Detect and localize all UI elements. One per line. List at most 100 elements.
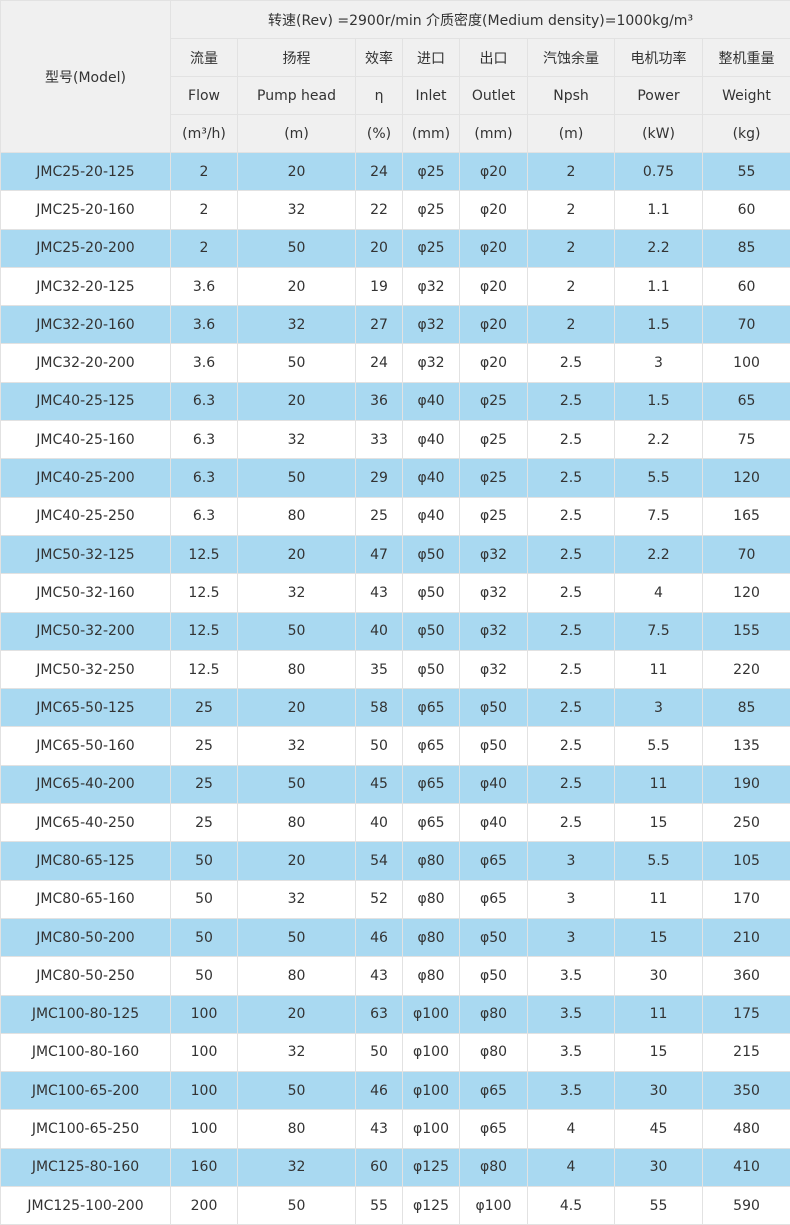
efficiency-cell: 43: [355, 1109, 403, 1149]
weight-cell: 215: [701, 1032, 790, 1073]
power-cell: 1.5: [614, 381, 703, 422]
table-row: JMC40-25-125 6.3 20 36 φ40 φ25 2.5 1.5 65: [0, 381, 790, 422]
model-cell: JMC80-65-125: [0, 841, 171, 881]
weight-cell: 220: [701, 649, 790, 690]
outlet-cell: φ40: [459, 803, 528, 843]
outlet-cell: φ32: [459, 649, 528, 690]
npsh-cell: 4.5: [527, 1186, 615, 1225]
weight-cell: 100: [701, 343, 790, 383]
inlet-cell: φ50: [402, 573, 460, 613]
npsh-cell: 2.5: [527, 688, 615, 728]
head-cell: 80: [237, 803, 356, 843]
model-cell: JMC50-32-160: [0, 573, 171, 613]
npsh-cell: 2: [527, 151, 615, 192]
efficiency-cell: 46: [355, 1071, 403, 1111]
head-header-cn: 扬程: [237, 38, 356, 77]
power-cell: 5.5: [614, 726, 703, 766]
head-cell: 20: [237, 381, 356, 422]
efficiency-header-en: η: [355, 76, 403, 115]
model-cell: JMC80-50-200: [0, 917, 171, 958]
power-cell: 3: [614, 343, 703, 383]
inlet-cell: φ100: [402, 994, 460, 1034]
power-cell: 15: [614, 1032, 703, 1073]
npsh-cell: 2.5: [527, 726, 615, 766]
flow-cell: 6.3: [170, 420, 238, 460]
power-cell: 11: [614, 764, 703, 805]
inlet-cell: φ32: [402, 305, 460, 345]
npsh-cell: 2: [527, 266, 615, 307]
weight-cell: 65: [701, 381, 790, 422]
inlet-cell: φ80: [402, 956, 460, 996]
flow-cell: 3.6: [170, 343, 238, 383]
head-header-unit: (m): [237, 114, 356, 153]
weight-cell: 165: [701, 496, 790, 536]
efficiency-cell: 55: [355, 1186, 403, 1225]
head-cell: 80: [237, 956, 356, 996]
model-cell: JMC125-80-160: [0, 1147, 171, 1188]
flow-cell: 25: [170, 688, 238, 728]
head-cell: 50: [237, 1186, 356, 1225]
power-cell: 5.5: [614, 458, 703, 498]
npsh-cell: 2.5: [527, 803, 615, 843]
npsh-cell: 2: [527, 190, 615, 230]
flow-cell: 100: [170, 1032, 238, 1073]
npsh-cell: 4: [527, 1147, 615, 1188]
inlet-cell: φ25: [402, 228, 460, 268]
model-cell: JMC40-25-125: [0, 381, 171, 422]
weight-cell: 155: [701, 611, 790, 651]
efficiency-cell: 24: [355, 151, 403, 192]
weight-cell: 105: [701, 841, 790, 881]
flow-cell: 2: [170, 190, 238, 230]
head-cell: 20: [237, 841, 356, 881]
efficiency-cell: 33: [355, 420, 403, 460]
outlet-cell: φ25: [459, 381, 528, 422]
npsh-header-en: Npsh: [527, 76, 615, 115]
table-row: JMC100-65-250 100 80 43 φ100 φ65 4 45 480: [0, 1109, 790, 1149]
outlet-cell: φ25: [459, 458, 528, 498]
header-row-cn: 流量 扬程 效率 进口 出口 汽蚀余量 电机功率 整机重量: [1, 38, 790, 77]
npsh-header-cn: 汽蚀余量: [527, 38, 615, 77]
table-row: JMC25-20-200 2 50 20 φ25 φ20 2 2.2 85: [0, 228, 790, 268]
flow-cell: 200: [170, 1186, 238, 1225]
model-cell: JMC40-25-250: [0, 496, 171, 536]
npsh-cell: 3.5: [527, 1071, 615, 1111]
head-cell: 20: [237, 151, 356, 192]
table-body: JMC25-20-125 2 20 24 φ25 φ20 2 0.75 55 JMC25-20-1…: [0, 151, 790, 1225]
npsh-cell: 3.5: [527, 1032, 615, 1073]
head-cell: 50: [237, 458, 356, 498]
efficiency-cell: 22: [355, 190, 403, 230]
efficiency-cell: 43: [355, 573, 403, 613]
npsh-cell: 2.5: [527, 496, 615, 536]
power-cell: 30: [614, 1147, 703, 1188]
model-cell: JMC100-80-160: [0, 1032, 171, 1073]
table-row: JMC80-65-125 50 20 54 φ80 φ65 3 5.5 105: [0, 841, 790, 881]
power-cell: 7.5: [614, 496, 703, 536]
efficiency-header-unit: (%): [355, 114, 403, 153]
efficiency-cell: 40: [355, 611, 403, 651]
model-cell: JMC65-50-125: [0, 688, 171, 728]
inlet-cell: φ80: [402, 879, 460, 919]
outlet-cell: φ20: [459, 228, 528, 268]
outlet-cell: φ40: [459, 764, 528, 805]
weight-cell: 210: [701, 917, 790, 958]
table-row: JMC100-65-200 100 50 46 φ100 φ65 3.5 30 350: [0, 1071, 790, 1111]
outlet-cell: φ50: [459, 917, 528, 958]
inlet-cell: φ65: [402, 803, 460, 843]
outlet-header-en: Outlet: [459, 76, 528, 115]
weight-cell: 350: [701, 1071, 790, 1111]
efficiency-cell: 27: [355, 305, 403, 345]
power-cell: 3: [614, 688, 703, 728]
flow-cell: 160: [170, 1147, 238, 1188]
flow-cell: 50: [170, 841, 238, 881]
power-cell: 1.5: [614, 305, 703, 345]
table-row: JMC25-20-125 2 20 24 φ25 φ20 2 0.75 55: [0, 151, 790, 192]
efficiency-cell: 58: [355, 688, 403, 728]
model-cell: JMC125-100-200: [0, 1186, 171, 1225]
inlet-cell: φ50: [402, 649, 460, 690]
npsh-cell: 2: [527, 305, 615, 345]
model-header: 型号(Model): [0, 0, 171, 153]
flow-cell: 25: [170, 764, 238, 805]
power-cell: 1.1: [614, 190, 703, 230]
weight-cell: 170: [701, 879, 790, 919]
table-header: 型号(Model) 转速(Rev) =2900r/min 介质密度(Medium…: [0, 0, 790, 153]
